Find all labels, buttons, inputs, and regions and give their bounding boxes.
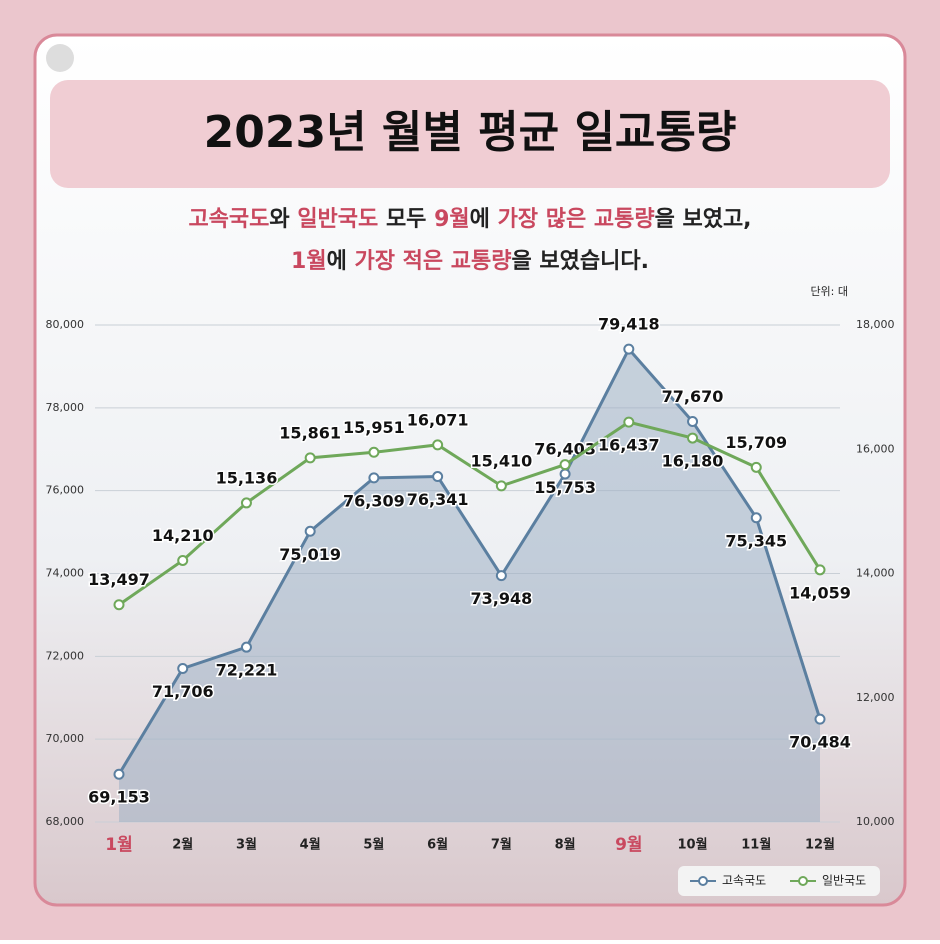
x-tick-label: 5월 (363, 837, 384, 853)
pin (46, 44, 74, 72)
legend-marker (798, 876, 808, 886)
data-point (432, 439, 444, 451)
data-label: 71,706 (152, 682, 214, 701)
data-label: 15,753 (534, 478, 596, 497)
data-label: 15,951 (343, 418, 405, 437)
data-label: 16,437 (598, 436, 660, 455)
x-tick-label: 4월 (300, 837, 321, 853)
data-point (432, 471, 444, 483)
data-label: 72,221 (216, 661, 278, 680)
data-point (750, 512, 762, 524)
y-tick-label: 74,000 (46, 567, 85, 580)
x-tick-label: 7월 (491, 837, 512, 853)
data-label: 76,309 (343, 491, 405, 510)
data-point (240, 641, 252, 653)
legend-label: 일반국도 (822, 874, 866, 888)
unit-label: 단위: 대 (810, 285, 848, 298)
y-tick-label: 68,000 (46, 815, 85, 828)
x-tick-label: 9월 (615, 835, 642, 855)
data-label: 75,019 (279, 545, 341, 564)
chart-title: 2023년 월별 평균 일교통량 (204, 107, 737, 158)
y-tick-label: 72,000 (46, 649, 85, 662)
data-label: 77,670 (662, 387, 724, 406)
data-point (814, 564, 826, 576)
data-label: 16,180 (662, 452, 724, 471)
x-tick-label: 11월 (741, 837, 771, 853)
data-point (368, 472, 380, 484)
y2-tick-label: 10,000 (856, 815, 895, 828)
x-tick-label: 10월 (678, 837, 708, 853)
subtitle: 고속국도와 일반국도 모두 9월에 가장 많은 교통량을 보였고, 1월에 가장 … (188, 207, 751, 274)
data-point (113, 768, 125, 780)
subtitle-segment: 가장 적은 교통량 (355, 249, 512, 274)
legend-box (678, 866, 880, 896)
data-point (177, 554, 189, 566)
subtitle-segment: 에 (470, 207, 498, 232)
data-label: 79,418 (598, 315, 660, 334)
data-point (559, 459, 571, 471)
y-tick-label: 80,000 (46, 318, 85, 331)
data-label: 69,153 (88, 788, 150, 807)
data-label: 16,071 (407, 410, 469, 429)
y-tick-label: 78,000 (46, 401, 85, 414)
subtitle-segment: 고속국도 (188, 207, 269, 232)
data-label: 75,345 (725, 531, 787, 550)
x-tick-label: 3월 (236, 837, 257, 853)
subtitle-segment: 을 보였습니다. (512, 249, 649, 274)
y-tick-label: 70,000 (46, 732, 85, 745)
legend-marker (698, 876, 708, 886)
data-label: 73,948 (470, 589, 532, 608)
data-point (814, 713, 826, 725)
subtitle-segment: 9월 (434, 207, 470, 232)
data-point (113, 599, 125, 611)
series-line (117, 346, 822, 776)
data-point (495, 570, 507, 582)
x-tick-label: 6월 (427, 837, 448, 853)
title-box (50, 80, 890, 188)
data-label: 14,210 (152, 526, 214, 545)
y2-tick-label: 16,000 (856, 442, 895, 455)
data-label: 15,410 (470, 451, 532, 470)
legend-label: 고속국도 (722, 874, 766, 888)
y2-tick-label: 14,000 (856, 567, 895, 580)
subtitle-segment: 을 보였고, (655, 207, 752, 232)
x-tick-label: 12월 (805, 837, 835, 853)
y-tick-label: 76,000 (46, 484, 85, 497)
subtitle-segment: 에 (327, 249, 355, 274)
subtitle-segment: 1월 (291, 249, 327, 274)
data-point (687, 416, 699, 428)
data-point (687, 432, 699, 444)
data-point (623, 343, 635, 355)
y2-tick-label: 18,000 (856, 318, 895, 331)
x-tick-label: 1월 (105, 835, 132, 855)
data-label: 76,341 (407, 490, 469, 509)
subtitle-segment: 가장 많은 교통량 (498, 207, 655, 232)
subtitle-segment: 모두 (378, 207, 434, 232)
data-label: 14,059 (789, 583, 851, 602)
data-label: 70,484 (789, 733, 851, 752)
subtitle-segment: 와 (269, 207, 297, 232)
data-point (750, 461, 762, 473)
subtitle-segment: 일반국도 (297, 207, 378, 232)
data-point (623, 416, 635, 428)
data-point (368, 446, 380, 458)
data-label: 15,709 (725, 433, 787, 452)
data-label: 13,497 (88, 570, 150, 589)
area (119, 349, 820, 822)
y2-tick-label: 12,000 (856, 691, 895, 704)
data-point (304, 452, 316, 464)
series-line (118, 420, 822, 606)
data-label: 15,861 (279, 423, 341, 442)
data-point (240, 497, 252, 509)
data-label: 15,136 (216, 468, 278, 487)
data-point (177, 663, 189, 675)
x-tick-label: 2월 (172, 837, 193, 853)
data-point (495, 480, 507, 492)
data-point (304, 525, 316, 537)
x-tick-label: 8월 (555, 837, 576, 853)
